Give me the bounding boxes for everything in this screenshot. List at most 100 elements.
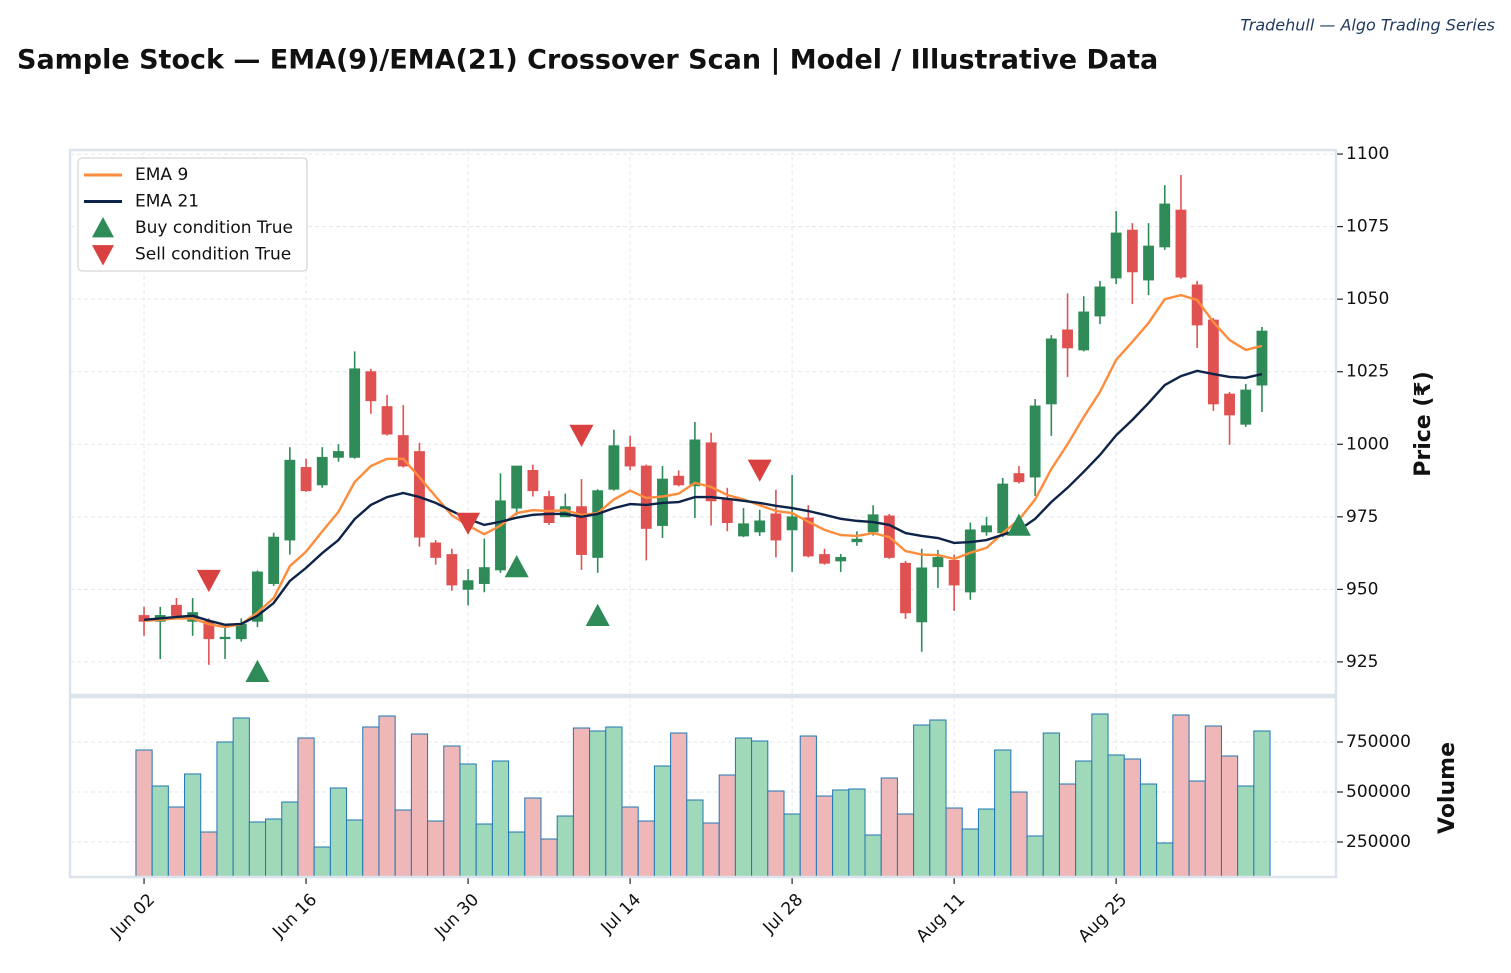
volume-bar: [1204, 725, 1222, 878]
candle-body: [673, 475, 685, 486]
volume-bar: [556, 815, 574, 878]
signal-marker: [1006, 513, 1031, 536]
ema-line: [143, 369, 1263, 626]
signal-marker: [196, 569, 221, 593]
candle-body: [252, 571, 263, 622]
volume-bar: [1139, 783, 1158, 878]
candle-body: [1159, 203, 1171, 248]
volume-bar: [1010, 791, 1028, 878]
volume-bar: [880, 777, 898, 878]
candle-body: [316, 456, 328, 486]
candle-body: [1207, 319, 1219, 405]
volume-bar: [783, 813, 801, 878]
y-tick-label: 750000: [1346, 732, 1411, 752]
volume-bar: [265, 818, 283, 878]
source: Tradehull — Algo Trading Series: [1240, 16, 1495, 35]
volume-bar: [702, 822, 720, 878]
volume-bar: [1156, 842, 1174, 878]
volume-bar: [281, 801, 299, 878]
volume-bar: [832, 789, 850, 878]
candle-body: [1126, 229, 1138, 273]
candle-body: [446, 554, 458, 586]
volume-bar: [443, 745, 461, 878]
x-tick-label: Jun 16: [268, 890, 321, 943]
volume-bar: [362, 726, 380, 878]
y-tick-label: 500000: [1346, 782, 1411, 802]
x-tick-label: Aug 11: [912, 890, 969, 947]
candle-body: [624, 446, 636, 467]
volume-bar: [815, 795, 834, 878]
candle-body: [1240, 389, 1252, 425]
candle-body: [738, 523, 749, 537]
candle-body: [495, 500, 506, 571]
y-axis-label: Volume: [1435, 742, 1460, 834]
volume-bar: [313, 846, 331, 878]
plot-frame: [68, 695, 1338, 879]
y-tick-label: 925: [1346, 652, 1378, 672]
volume-bar: [167, 806, 186, 878]
candle-body: [1062, 329, 1073, 349]
candle-body: [835, 557, 847, 562]
candle-body: [1094, 286, 1106, 317]
candle-body: [462, 580, 474, 590]
volume-bar: [329, 787, 348, 878]
candle-body: [478, 567, 490, 584]
candle-body: [851, 538, 863, 543]
volume-bar: [653, 765, 672, 878]
candle-body: [576, 506, 587, 555]
candle-body: [1175, 209, 1187, 278]
volume-bar: [1026, 835, 1044, 878]
y-tick-label: 1050: [1346, 289, 1389, 309]
legend-label: Sell condition True: [135, 245, 291, 265]
ema-line: [143, 293, 1263, 629]
volume-bar: [896, 813, 915, 878]
signal-marker: [245, 659, 270, 682]
y-axis-label: Price (₹): [1411, 371, 1436, 477]
candle-body: [981, 525, 992, 533]
volume-bar: [1237, 785, 1255, 878]
volume-bar: [1091, 713, 1109, 878]
volume-bar: [1058, 783, 1077, 878]
volume-bar: [913, 724, 931, 878]
volume-bar: [1107, 754, 1125, 878]
volume-bar: [508, 831, 526, 878]
volume-bar: [945, 807, 963, 878]
candle-body: [608, 445, 620, 490]
volume-bar: [1253, 730, 1271, 878]
candle-body: [381, 406, 393, 435]
legend-label: Buy condition True: [135, 218, 293, 238]
volume-bar: [459, 763, 477, 878]
candle-body: [511, 465, 523, 509]
volume-bar: [961, 828, 979, 878]
volume-bar: [410, 733, 429, 878]
candle-body: [721, 499, 733, 524]
candle-body: [1224, 393, 1235, 416]
y-tick-label: 1000: [1346, 434, 1389, 454]
volume-bar: [1042, 732, 1060, 878]
signal-marker: [504, 555, 529, 578]
candle-body: [414, 451, 425, 538]
y-tick-label: 250000: [1346, 832, 1411, 852]
candle-body: [900, 562, 911, 614]
volume-bar: [491, 760, 510, 878]
volume-bar: [1172, 714, 1190, 878]
candle-body: [770, 513, 782, 541]
candle-body: [1078, 311, 1090, 351]
candle-body: [964, 529, 976, 593]
volume-bar: [994, 749, 1012, 878]
volume-bar: [1075, 760, 1093, 878]
x-tick-label: Jun 02: [106, 890, 159, 943]
plot-frame: [68, 148, 1338, 697]
volume-bar: [200, 831, 218, 878]
candle-body: [786, 516, 798, 531]
candle-body: [592, 490, 604, 558]
candle-body: [349, 368, 361, 458]
volume-bar: [524, 797, 542, 878]
volume-bar: [572, 727, 591, 878]
volume-bar: [151, 785, 169, 878]
candle-body: [689, 439, 701, 487]
candle-body: [171, 604, 182, 616]
candle-body: [333, 451, 344, 458]
candle-body: [1110, 232, 1122, 279]
